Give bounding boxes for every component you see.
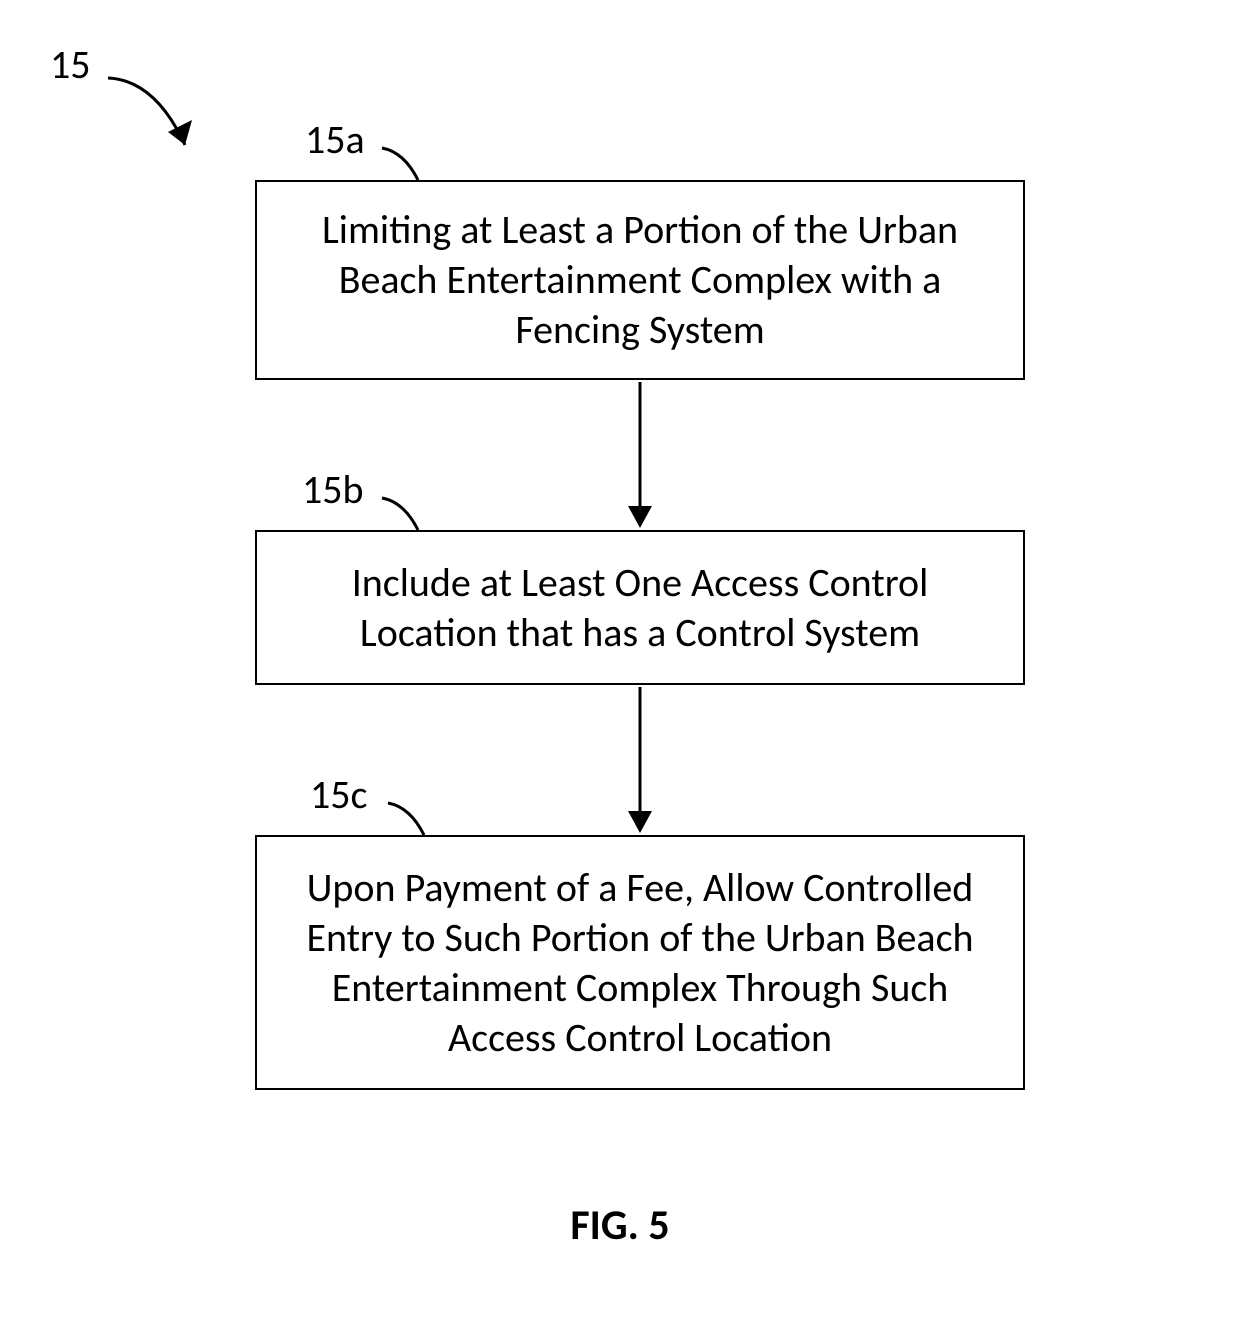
step-ref-15c-leader	[0, 0, 1240, 1325]
step-box-15c: Upon Payment of a Fee, Allow Controlled …	[255, 835, 1025, 1090]
step-box-15c-text: Upon Payment of a Fee, Allow Controlled …	[279, 863, 1001, 1063]
flowchart-figure: 15 15a Limiting at Least a Portion of th…	[0, 0, 1240, 1325]
figure-caption: FIG. 5	[570, 1200, 669, 1251]
figure-caption-text: FIG. 5	[570, 1200, 669, 1251]
